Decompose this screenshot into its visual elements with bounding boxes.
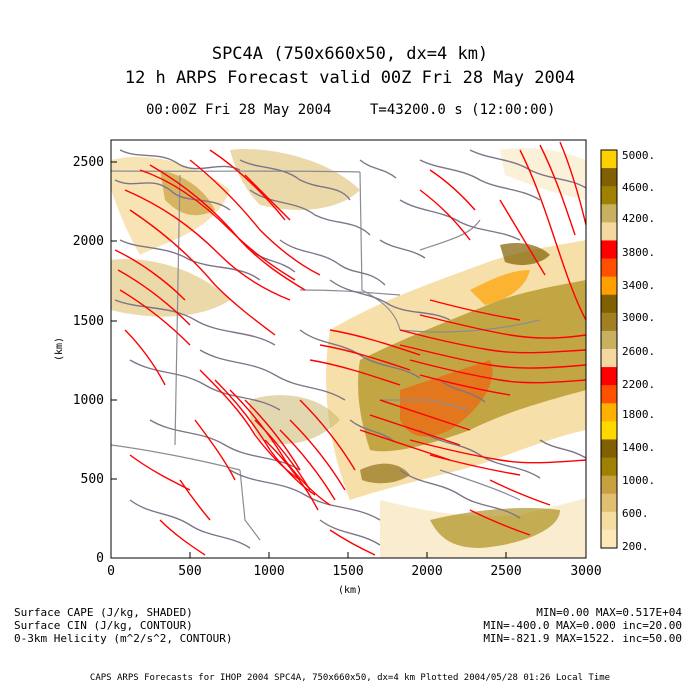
x-tick-label: 500 [178,564,201,579]
colorbar-label: 4200. [622,212,655,225]
forecast-subtitle: 12 h ARPS Forecast valid 00Z Fri 28 May … [124,68,576,88]
legend-stats-cape: MIN=0.00 MAX=0.517E+04 [536,606,682,619]
colorbar-label: 4600. [622,181,655,194]
colorbar-cell [601,150,617,169]
colorbar-cell [601,439,617,459]
colorbar-cell [601,529,617,549]
x-tick-label: 2000 [411,564,442,579]
x-axis-unit: (km) [338,585,362,596]
colorbar-label: 2200. [622,378,655,391]
colorbar-cell [601,186,617,205]
colorbar-cell [601,294,617,314]
y-tick-label: 1500 [73,314,104,329]
colorbar-cell [601,204,617,223]
legend-field-cape: Surface CAPE (J/kg, SHADED) [14,606,193,619]
x-axis-ticks [110,552,587,558]
colorbar-cell [601,457,617,477]
x-tick-label: 1000 [253,564,284,579]
x-tick-label: 0 [107,564,115,579]
y-axis-unit: (km) [54,337,65,361]
colorbar-label: 200. [622,540,649,553]
colorbar-label: 3000. [622,311,655,324]
map-plot-area [111,140,586,558]
colorbar-cell [601,367,617,386]
colorbar-label: 600. [622,507,649,520]
colorbar-label: 1400. [622,441,655,454]
helicity-contours [114,141,586,556]
colorbar-label: 5000. [622,149,655,162]
colorbar-cell [601,276,617,296]
colorbar-cell [601,493,617,513]
plot-title: SPC4A (750x660x50, dx=4 km) [211,44,489,64]
colorbar-cell [601,258,617,278]
colorbar-label: 1800. [622,408,655,421]
colorbar-cell [601,330,617,350]
colorbar-cell [601,475,617,495]
legend-stats-helicity: MIN=-821.9 MAX=1522. inc=50.00 [483,632,682,645]
colorbar-cell [601,222,617,241]
x-tick-label: 1500 [332,564,363,579]
colorbar-cell [601,511,617,531]
colorbar-cell [601,240,617,260]
y-tick-label: 2000 [73,234,104,249]
colorbar-cell [601,421,617,440]
y-tick-label: 1000 [73,393,104,408]
colorbar-label: 2600. [622,345,655,358]
y-tick-label: 500 [81,472,104,487]
colorbar-cell [601,349,617,368]
y-tick-label: 0 [96,551,104,566]
y-tick-label: 2500 [73,155,104,170]
x-tick-label: 3000 [570,564,601,579]
model-time-label: T=43200.0 s (12:00:00) [370,102,556,118]
legend-stats-cin: MIN=-400.0 MAX=0.000 inc=20.00 [483,619,682,632]
y-axis-ticks [111,161,117,559]
colorbar-label: 3800. [622,246,655,259]
x-tick-label: 2500 [490,564,521,579]
colorbar-label: 3400. [622,279,655,292]
colorbar-cell [601,385,617,404]
colorbar-label: 1000. [622,474,655,487]
colorbar-cell [601,312,617,332]
colorbar-cell [601,403,617,422]
footer-credit: CAPS ARPS Forecasts for IHOP 2004 SPC4A,… [90,673,610,683]
legend-field-helicity: 0-3km Helicity (m^2/s^2, CONTOUR) [14,632,233,645]
colorbar [600,149,618,549]
colorbar-cell [601,168,617,187]
valid-time-label: 00:00Z Fri 28 May 2004 [146,102,332,118]
legend-field-cin: Surface CIN (J/kg, CONTOUR) [14,619,193,632]
